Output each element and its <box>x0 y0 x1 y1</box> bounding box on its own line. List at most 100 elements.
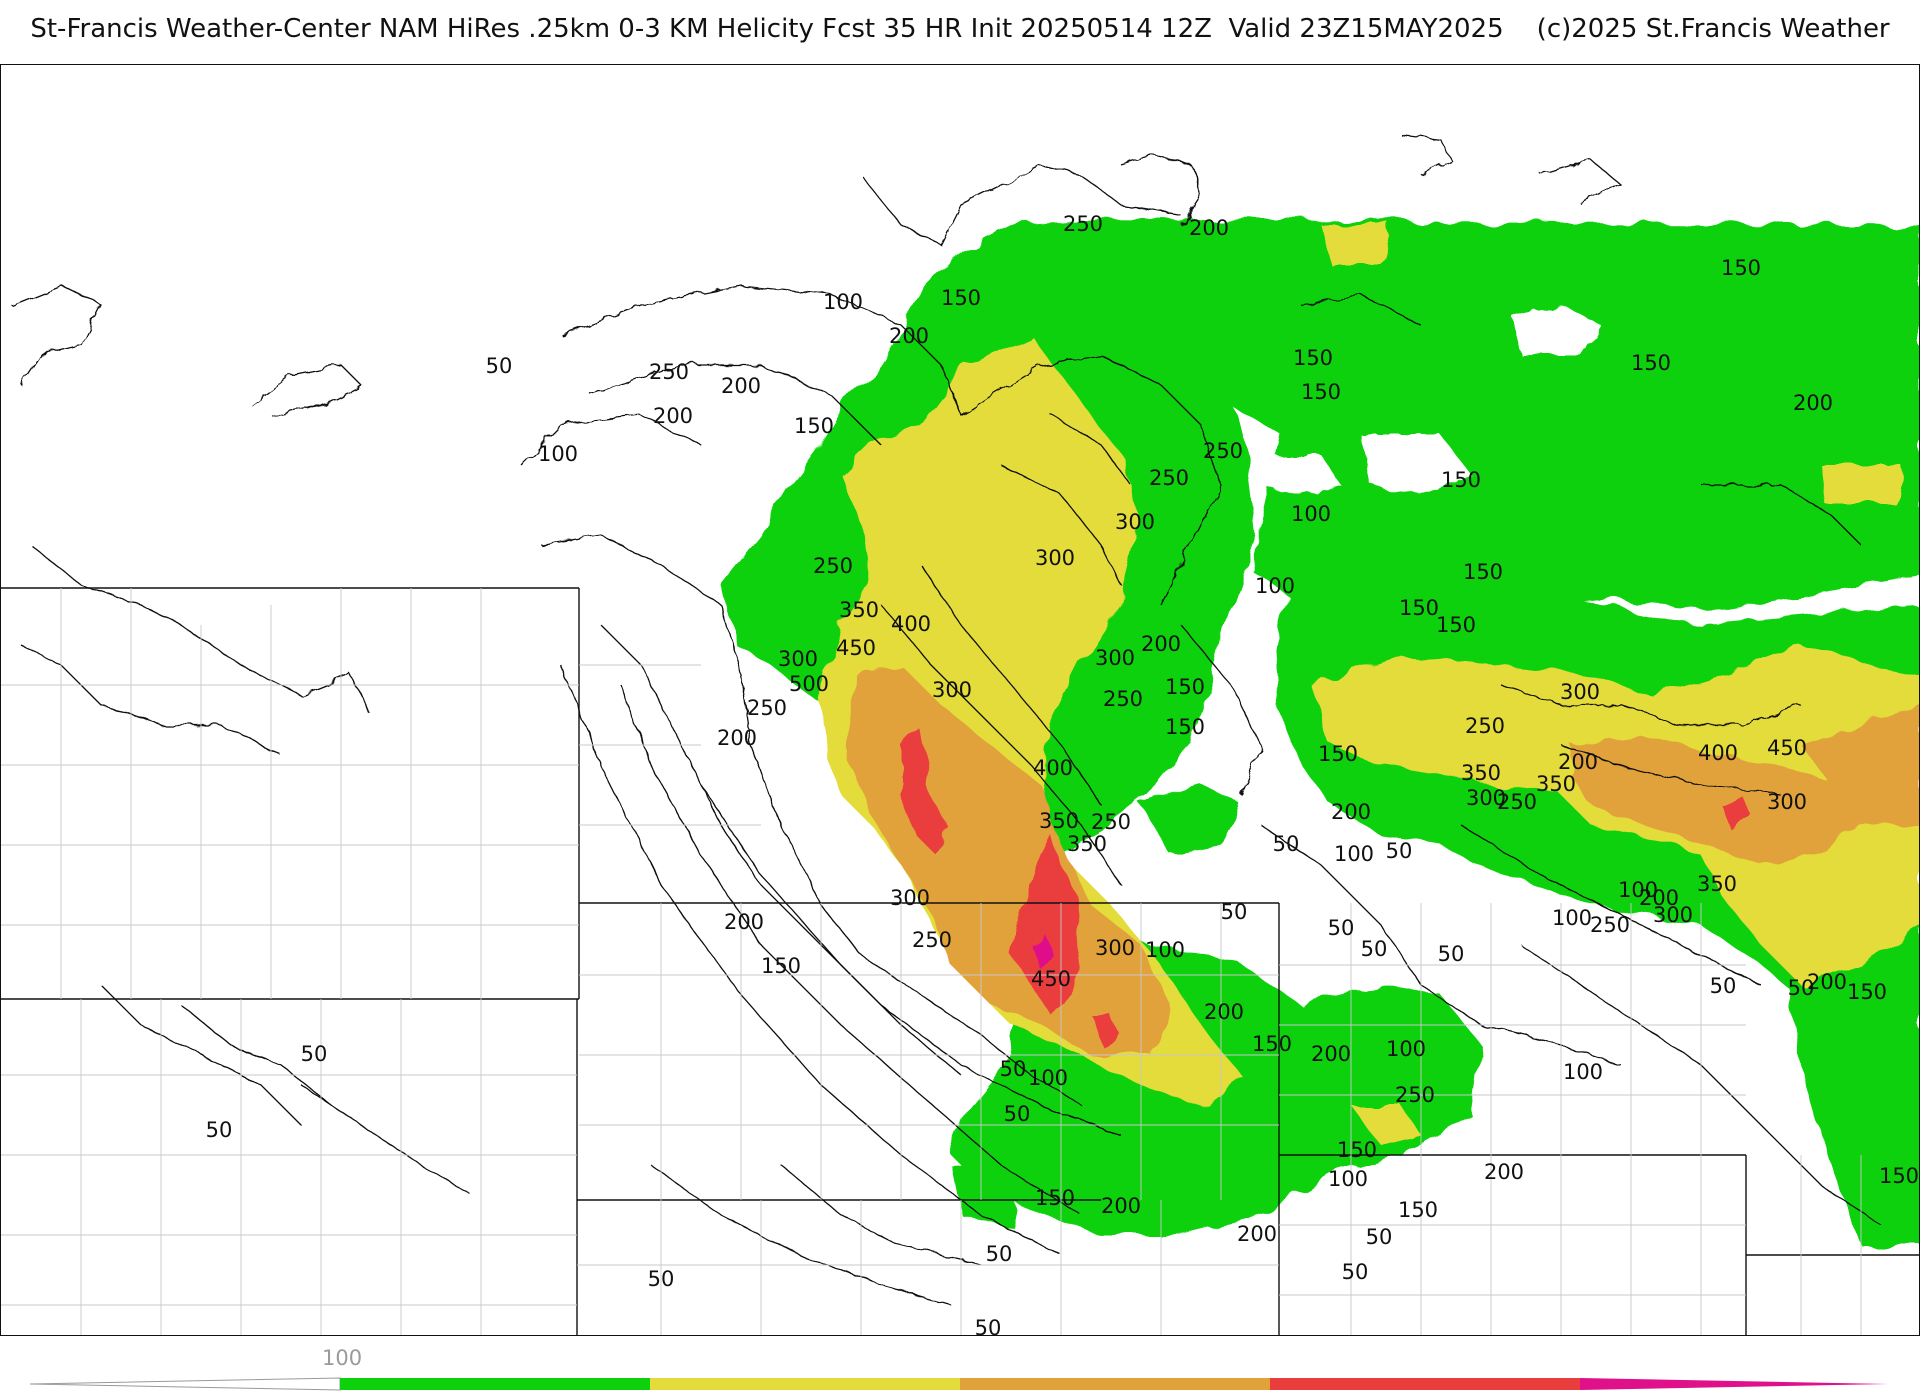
contour-label: 250 <box>1465 714 1505 738</box>
contour-label: 250 <box>649 360 689 384</box>
contour-label: 100 <box>1552 906 1592 930</box>
contour-label: 50 <box>1710 974 1737 998</box>
contour-label: 200 <box>889 324 929 348</box>
contour-label: 150 <box>1035 1186 1075 1210</box>
magenta-shading <box>1031 935 1053 970</box>
red-shading <box>901 725 1751 1045</box>
contour-label: 200 <box>724 910 764 934</box>
contour-label: 200 <box>1558 750 1598 774</box>
contour-label: 150 <box>1398 1198 1438 1222</box>
contour-label: 250 <box>813 554 853 578</box>
contour-label: 250 <box>1063 212 1103 236</box>
contour-label: 300 <box>1653 903 1693 927</box>
contour-label: 200 <box>1101 1194 1141 1218</box>
contour-label: 50 <box>1273 832 1300 856</box>
yellow-shading <box>821 225 1919 1145</box>
contour-label: 350 <box>1697 872 1737 896</box>
contour-label: 150 <box>1441 468 1481 492</box>
colorbar-bin <box>960 1378 1270 1390</box>
contour-label: 50 <box>1004 1102 1031 1126</box>
contour-label: 300 <box>1466 786 1506 810</box>
contour-label: 300 <box>890 886 930 910</box>
contour-label: 50 <box>1221 900 1248 924</box>
contour-label: 200 <box>1807 970 1847 994</box>
contour-label: 350 <box>1536 772 1576 796</box>
contour-label: 200 <box>1204 1000 1244 1024</box>
contour-label: 150 <box>1399 596 1439 620</box>
contour-label: 100 <box>1328 1167 1368 1191</box>
contour-label: 150 <box>1318 742 1358 766</box>
contour-label: 500 <box>789 672 829 696</box>
contour-label: 350 <box>1067 832 1107 856</box>
contour-label: 50 <box>975 1316 1002 1336</box>
contour-label: 50 <box>1438 942 1465 966</box>
contour-label: 100 <box>1028 1066 1068 1090</box>
contour-label: 150 <box>1337 1138 1377 1162</box>
contour-label: 300 <box>1115 510 1155 534</box>
contour-label: 150 <box>1252 1032 1292 1056</box>
contour-label: 100 <box>1145 938 1185 962</box>
contour-label: 150 <box>1721 256 1761 280</box>
contour-label: 150 <box>1165 675 1205 699</box>
colorbar-bin <box>340 1378 650 1390</box>
contour-label: 150 <box>1301 380 1341 404</box>
contour-label: 150 <box>1847 980 1887 1004</box>
clear-areas <box>1261 305 1601 495</box>
contour-label: 350 <box>1039 809 1079 833</box>
orange-shading <box>846 665 1919 1055</box>
contour-label: 200 <box>1311 1042 1351 1066</box>
contour-label: 200 <box>1141 632 1181 656</box>
colorbar <box>30 1376 1888 1392</box>
contour-label: 100 <box>1291 502 1331 526</box>
contour-label: 50 <box>301 1042 328 1066</box>
colorbar-bin <box>1270 1378 1580 1390</box>
contour-label: 100 <box>1334 842 1374 866</box>
contour-label: 50 <box>206 1118 233 1142</box>
county-borders <box>1 588 1862 1335</box>
contour-label: 150 <box>761 954 801 978</box>
contour-label: 50 <box>1342 1260 1369 1284</box>
contour-label: 200 <box>1484 1160 1524 1184</box>
contour-label: 150 <box>941 286 981 310</box>
contour-label: 300 <box>932 678 972 702</box>
contour-label: 300 <box>1767 790 1807 814</box>
colorbar-bin <box>650 1378 960 1390</box>
contour-label: 350 <box>1461 761 1501 785</box>
contour-label: 50 <box>1361 937 1388 961</box>
contour-label: 150 <box>1879 1164 1919 1188</box>
colorbar-tick-label: 100 <box>322 1346 363 1370</box>
contour-label: 250 <box>1497 790 1537 814</box>
contour-label: 50 <box>648 1267 675 1291</box>
contour-label: 250 <box>747 696 787 720</box>
contour-label: 250 <box>1590 913 1630 937</box>
contour-label: 50 <box>1366 1225 1393 1249</box>
contour-label: 50 <box>1000 1057 1027 1081</box>
contour-label: 300 <box>1560 680 1600 704</box>
contour-label: 400 <box>1698 741 1738 765</box>
contour-label: 50 <box>1386 839 1413 863</box>
helicity-map[interactable]: 250 200 150 100 200 50 250 200 200 150 100 150 150 15… <box>0 64 1920 1336</box>
contour-label: 100 <box>1618 878 1658 902</box>
contour-label: 50 <box>1788 976 1815 1000</box>
contour-label: 200 <box>1189 216 1229 240</box>
contour-label: 250 <box>912 928 952 952</box>
contour-label: 350 <box>839 598 879 622</box>
contour-label: 300 <box>778 647 818 671</box>
contour-label: 400 <box>891 612 931 636</box>
contour-label: 50 <box>1328 916 1355 940</box>
contour-label: 150 <box>1165 715 1205 739</box>
contour-label: 100 <box>1386 1037 1426 1061</box>
contour-label: 200 <box>1237 1222 1277 1246</box>
contour-label: 150 <box>794 414 834 438</box>
contour-label: 200 <box>717 726 757 750</box>
contour-label: 250 <box>1091 810 1131 834</box>
contour-label: 250 <box>1103 687 1143 711</box>
contour-label: 150 <box>1631 351 1671 375</box>
contour-label: 250 <box>1395 1083 1435 1107</box>
contour-label: 50 <box>486 354 513 378</box>
contour-label: 300 <box>1035 546 1075 570</box>
contour-label: 450 <box>836 636 876 660</box>
contour-label: 100 <box>1255 574 1295 598</box>
contour-label: 100 <box>538 442 578 466</box>
